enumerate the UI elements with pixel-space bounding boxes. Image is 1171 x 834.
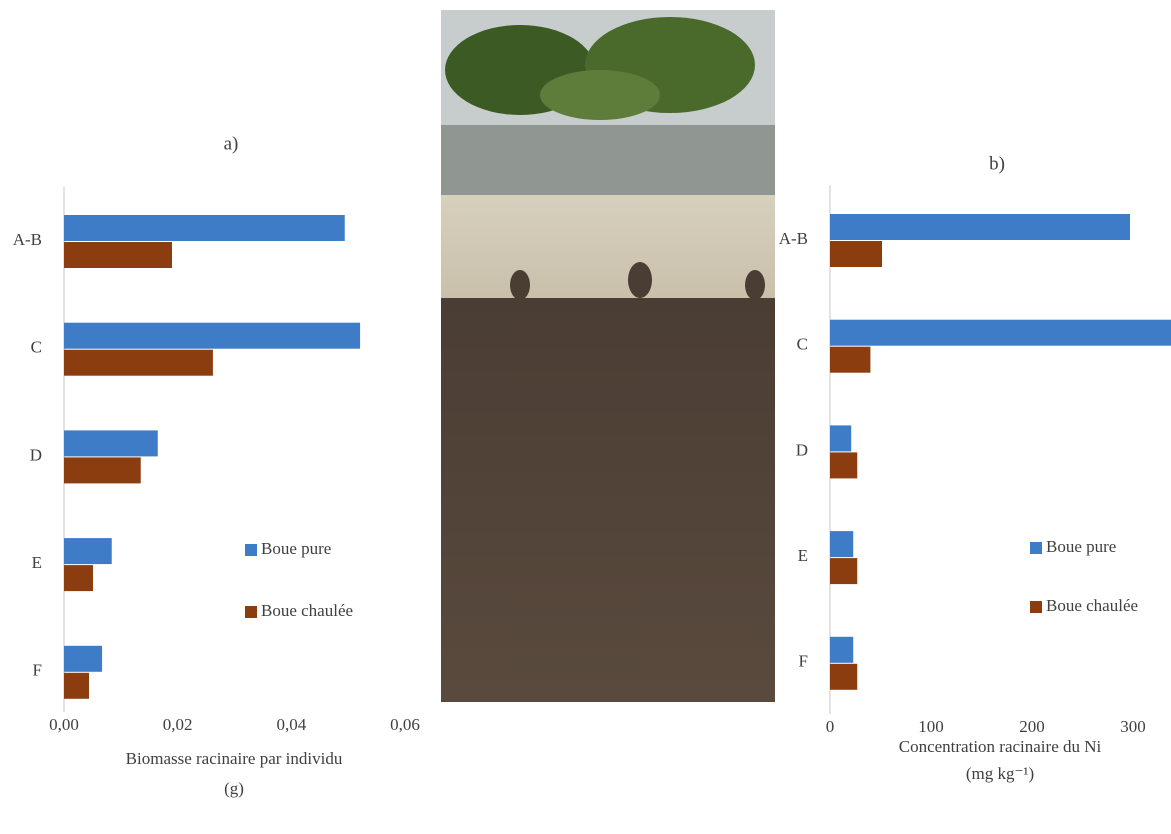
bar — [830, 241, 883, 267]
photo-soil-layer — [441, 298, 775, 702]
bar — [64, 645, 103, 672]
legend-label: Boue pure — [1046, 537, 1116, 556]
x-axis-label: (mg kg⁻¹) — [966, 764, 1034, 783]
bar — [830, 531, 854, 558]
x-axis-label: Biomasse racinaire par individu — [126, 749, 343, 768]
x-axis-label: Concentration racinaire du Ni — [899, 737, 1102, 756]
y-tick-label: E — [798, 546, 808, 565]
y-tick-label: E — [32, 553, 42, 572]
y-tick-label: F — [33, 661, 42, 680]
y-tick-label: F — [799, 652, 808, 671]
x-tick-label: 100 — [918, 717, 944, 736]
bar — [64, 672, 90, 699]
photo-root — [628, 262, 652, 298]
bar — [64, 565, 93, 592]
bar — [830, 214, 1130, 240]
x-tick-label: 200 — [1019, 717, 1045, 736]
bar — [830, 425, 852, 452]
y-tick-label: D — [30, 445, 42, 464]
bar — [830, 558, 858, 585]
x-tick-label: 0,00 — [49, 715, 79, 734]
bar — [830, 663, 858, 690]
chart-title: a) — [224, 133, 239, 154]
bar — [64, 457, 141, 484]
y-tick-label: C — [31, 338, 42, 357]
bar — [64, 349, 213, 376]
y-tick-label: C — [797, 335, 808, 354]
bar — [64, 242, 172, 268]
photo-container-glass — [441, 125, 775, 197]
legend-label: Boue chaulée — [261, 601, 353, 620]
bar — [64, 430, 158, 457]
x-tick-label: 0 — [826, 717, 835, 736]
bar — [830, 452, 858, 479]
x-tick-label: 0,06 — [390, 715, 420, 734]
x-tick-label: 0,02 — [163, 715, 193, 734]
legend-marker — [245, 544, 257, 556]
legend-label: Boue chaulée — [1046, 596, 1138, 615]
legend-marker — [1030, 542, 1042, 554]
legend-marker — [245, 606, 257, 618]
bars — [64, 215, 361, 699]
bar — [830, 636, 854, 663]
x-axis-label: (g) — [224, 779, 244, 798]
photo-root — [510, 270, 530, 300]
x-tick-label: 0,04 — [276, 715, 306, 734]
photo-sand-layer — [441, 195, 775, 300]
legend-marker — [1030, 601, 1042, 613]
chart-title: b) — [989, 153, 1005, 174]
photo-root — [745, 270, 765, 300]
photo — [441, 10, 775, 702]
bars — [830, 214, 1171, 690]
bar — [64, 322, 361, 349]
chart: b) 0 100 200 300 A-B C D E F Boue pure Boue chaulée… — [779, 153, 1171, 783]
bar — [64, 215, 345, 241]
chart: a) 0,00 0,02 0,04 0,06 A-B C D E F Boue pure Boue c… — [13, 133, 420, 798]
x-tick-label: 300 — [1120, 717, 1146, 736]
plant-leaves — [540, 70, 660, 120]
bar — [64, 538, 112, 565]
bar — [830, 319, 1171, 346]
legend-label: Boue pure — [261, 539, 331, 558]
y-tick-label: D — [796, 440, 808, 459]
bar — [830, 346, 871, 373]
y-tick-label: A-B — [779, 229, 808, 248]
y-tick-label: A-B — [13, 230, 42, 249]
